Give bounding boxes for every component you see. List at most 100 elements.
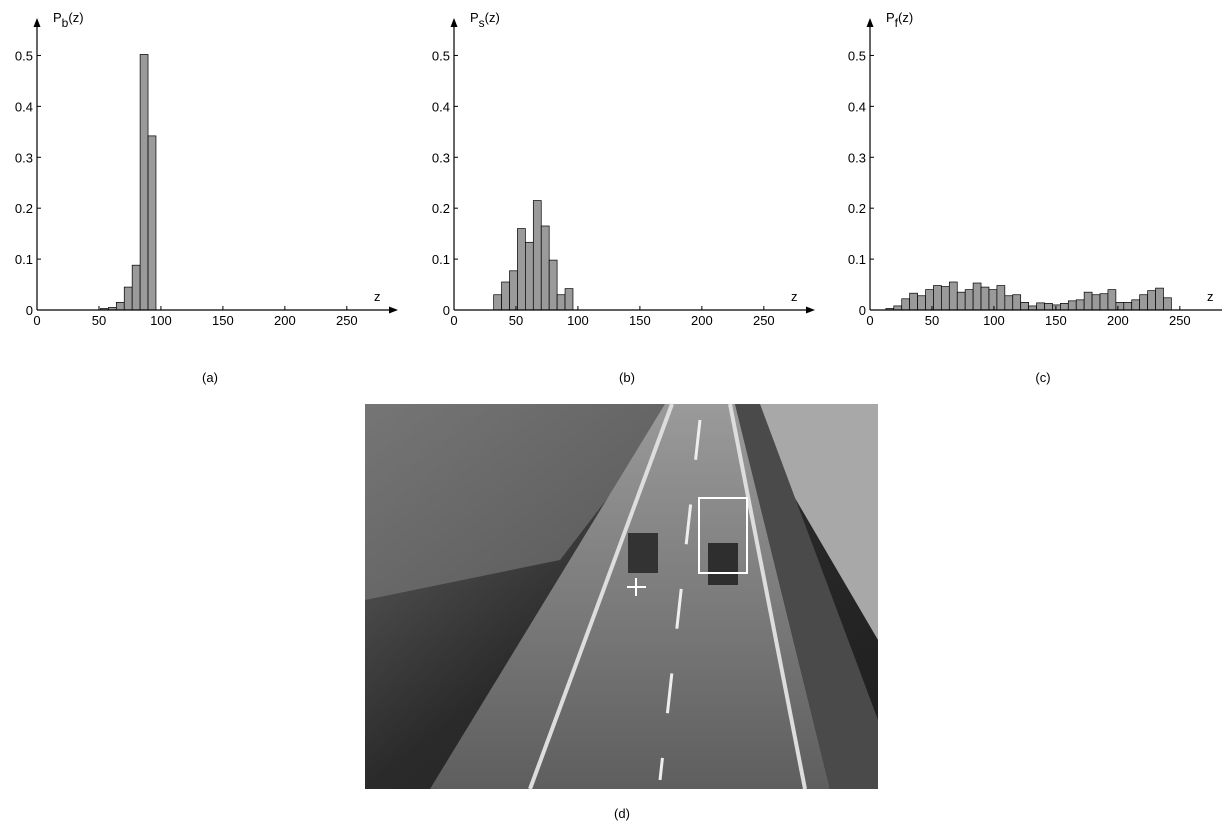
bar [525, 242, 533, 310]
bar [517, 229, 525, 310]
bar [1084, 292, 1092, 310]
y-tick-label: 0.4 [432, 99, 450, 114]
y-tick-label: 0.5 [432, 48, 450, 63]
x-tick-label: 0 [450, 313, 457, 328]
y-tick-label: 0.4 [15, 99, 33, 114]
x-tick-label: 50 [509, 313, 523, 328]
bar [533, 201, 541, 310]
bar [1060, 303, 1068, 310]
bar [1140, 295, 1148, 310]
y-axis-label-part: (z) [898, 10, 913, 25]
y-tick-label: 0 [859, 303, 866, 318]
x-tick-label: 0 [33, 313, 40, 328]
bar [1013, 295, 1021, 310]
y-axis-arrow [451, 18, 458, 27]
page: (d) 0 50 100 150 200 250 0 0.1 0.2 0.3 0.4 0.5 z Pb(z… [0, 0, 1222, 826]
y-axis-label: Pb(z) [53, 10, 84, 30]
x-tick-label: 0 [866, 313, 873, 328]
bar [510, 271, 518, 310]
bar [1076, 300, 1084, 310]
x-tick-label: 200 [1107, 313, 1129, 328]
x-axis-label: z [374, 289, 381, 304]
bar [1029, 306, 1037, 310]
x-tick-label: 100 [983, 313, 1005, 328]
bar [140, 54, 148, 310]
y-axis-label-part: P [470, 10, 479, 25]
bar [1044, 303, 1052, 310]
bar [933, 286, 941, 310]
y-tick-label: 0 [443, 303, 450, 318]
x-tick-label: 100 [150, 313, 172, 328]
x-axis-arrow [389, 307, 398, 314]
y-axis-arrow [34, 18, 41, 27]
y-axis-label-part: (z) [68, 10, 83, 25]
y-tick-label: 0.1 [848, 252, 866, 267]
caption: (d) [614, 806, 630, 821]
bar [902, 299, 910, 310]
bar [910, 293, 918, 310]
y-tick-label: 0.3 [432, 150, 450, 165]
bar [989, 290, 997, 310]
bar [1116, 302, 1124, 310]
car [708, 543, 738, 585]
y-tick-label: 0.2 [15, 201, 33, 216]
bar [1163, 298, 1171, 310]
photo [365, 404, 878, 789]
bar [1037, 303, 1045, 310]
y-axis-label-part: P [53, 10, 62, 25]
bar [132, 265, 140, 310]
bar [1100, 294, 1108, 310]
x-tick-label: 100 [567, 313, 589, 328]
x-tick-label: 150 [212, 313, 234, 328]
x-tick-label: 200 [274, 313, 296, 328]
bar [894, 306, 902, 310]
x-axis-label: z [791, 289, 798, 304]
y-axis-label-part: P [886, 10, 895, 25]
x-tick-label: 50 [92, 313, 106, 328]
bar [941, 287, 949, 310]
bar [973, 283, 981, 310]
car [628, 533, 658, 573]
x-tick-label: 50 [925, 313, 939, 328]
bar [148, 136, 156, 310]
bar [957, 292, 965, 310]
bar [1005, 296, 1013, 310]
bar [502, 282, 510, 310]
bar [1156, 288, 1164, 310]
y-tick-label: 0.4 [848, 99, 866, 114]
y-axis-label: Ps(z) [470, 10, 500, 30]
y-tick-label: 0.5 [15, 48, 33, 63]
bar [494, 295, 502, 310]
caption: (c) [1035, 370, 1050, 385]
y-tick-label: 0.2 [848, 201, 866, 216]
y-tick-label: 0.1 [432, 252, 450, 267]
bar [1148, 291, 1156, 310]
x-axis-arrow [806, 307, 815, 314]
caption: (a) [202, 370, 218, 385]
bar [1132, 300, 1140, 310]
y-tick-label: 0.2 [432, 201, 450, 216]
bar [918, 296, 926, 310]
x-tick-label: 250 [1169, 313, 1191, 328]
x-tick-label: 250 [336, 313, 358, 328]
bar [557, 295, 565, 310]
bar [1092, 295, 1100, 310]
bar [997, 286, 1005, 310]
x-tick-label: 150 [629, 313, 651, 328]
bar [1124, 302, 1132, 310]
x-tick-label: 250 [753, 313, 775, 328]
bar [981, 287, 989, 310]
bar [549, 260, 557, 310]
y-tick-label: 0.1 [15, 252, 33, 267]
y-tick-label: 0.5 [848, 48, 866, 63]
bar [541, 226, 549, 310]
y-tick-label: 0.3 [848, 150, 866, 165]
bar [965, 290, 973, 310]
bar [1068, 301, 1076, 310]
y-axis-label-part: (z) [485, 10, 500, 25]
figure: (d) 0 50 100 150 200 250 0 0.1 0.2 0.3 0.4 0.5 z Pb(z… [0, 0, 1222, 826]
y-axis-arrow [867, 18, 874, 27]
caption: (b) [619, 370, 635, 385]
bar [949, 282, 957, 310]
x-axis-label: z [1207, 289, 1214, 304]
